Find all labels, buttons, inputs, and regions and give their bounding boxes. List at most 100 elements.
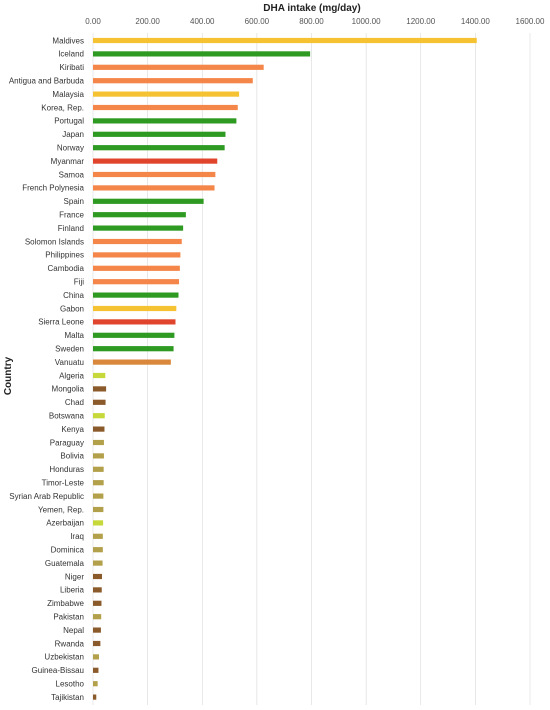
- bar-china: [93, 292, 179, 298]
- category-label: Sweden: [55, 345, 84, 354]
- bar-niger: [93, 573, 103, 580]
- bar-norway: [93, 145, 225, 151]
- bar-algeria: [93, 372, 106, 379]
- category-label: Kenya: [61, 425, 84, 434]
- x-axis-ticks: 0.00 200.00 400.00 600.00 800.00 1000.00 1200.…: [85, 17, 545, 26]
- category-label: Iceland: [58, 50, 84, 59]
- bar-kiribati: [93, 64, 264, 70]
- bar-sweden: [93, 346, 174, 352]
- category-label: Sierra Leone: [38, 318, 84, 327]
- bar-liberia: [93, 587, 102, 593]
- category-label: Norway: [57, 144, 84, 153]
- bars: [93, 37, 477, 700]
- bar-maldives: [93, 37, 477, 44]
- bar-guatemala: [93, 560, 103, 566]
- category-label: Syrian Arab Republic: [9, 492, 84, 501]
- bar-gabon: [93, 305, 177, 312]
- category-label: Antigua and Barbuda: [9, 77, 85, 86]
- bar-syrian-arab-republic: [93, 493, 104, 499]
- category-label: Lesotho: [56, 680, 85, 689]
- category-label: Iraq: [70, 532, 84, 541]
- x-tick-label: 600.00: [245, 17, 270, 26]
- category-label: Timor-Leste: [42, 479, 85, 488]
- bar-fiji: [93, 279, 180, 285]
- category-label: China: [63, 291, 84, 300]
- bar-myanmar: [93, 158, 218, 164]
- bar-tajikistan: [93, 694, 97, 700]
- category-label: Malta: [64, 331, 84, 340]
- bar-zimbabwe: [93, 600, 102, 606]
- x-tick-label: 400.00: [190, 17, 215, 26]
- category-label: Mongolia: [52, 385, 85, 394]
- category-label: Bolivia: [60, 452, 84, 461]
- bar-mongolia: [93, 386, 107, 392]
- category-label: France: [59, 211, 84, 220]
- bar-japan: [93, 131, 226, 137]
- bar-french-polynesia: [93, 185, 215, 191]
- category-label: Fiji: [74, 278, 84, 287]
- bar-azerbaijan: [93, 520, 104, 526]
- bar-antigua-and-barbuda: [93, 78, 253, 84]
- bar-uzbekistan: [93, 654, 100, 660]
- category-label: Spain: [64, 197, 84, 206]
- bar-finland: [93, 225, 184, 231]
- category-label: Maldives: [52, 36, 84, 45]
- bar-paraguay: [93, 439, 104, 446]
- category-label: Myanmar: [51, 157, 85, 166]
- bar-pakistan: [93, 614, 102, 620]
- bar-sierra-leone: [93, 319, 176, 325]
- bar-honduras: [93, 466, 104, 472]
- bar-nepal: [93, 627, 101, 633]
- category-label: Samoa: [59, 170, 85, 179]
- bar-solomon-islands: [93, 238, 182, 245]
- bar-samoa: [93, 171, 216, 178]
- x-tick-label: 1400.00: [461, 17, 490, 26]
- category-label: Philippines: [45, 251, 84, 260]
- category-label: Guinea-Bissau: [32, 666, 84, 675]
- category-label: Dominica: [51, 546, 85, 555]
- category-label: Rwanda: [55, 639, 85, 648]
- bar-iceland: [93, 51, 311, 57]
- category-label: Liberia: [60, 586, 85, 595]
- chart-title: DHA intake (mg/day): [263, 3, 360, 14]
- bar-philippines: [93, 252, 181, 258]
- category-label: Kiribati: [60, 63, 85, 72]
- category-label: Zimbabwe: [47, 599, 84, 608]
- x-tick-label: 1000.00: [352, 17, 381, 26]
- bar-rwanda: [93, 640, 101, 647]
- category-label: Finland: [58, 224, 84, 233]
- category-label: Botswana: [49, 412, 85, 421]
- bar-kenya: [93, 426, 105, 432]
- category-label: French Polynesia: [22, 184, 84, 193]
- category-label: Vanuatu: [55, 358, 84, 367]
- category-label: Azerbaijan: [46, 519, 84, 528]
- bar-botswana: [93, 413, 105, 419]
- bar-korea-rep: [93, 104, 238, 111]
- bar-chad: [93, 399, 106, 405]
- category-label: Solomon Islands: [25, 237, 84, 246]
- category-label: Chad: [65, 398, 84, 407]
- category-label: Algeria: [59, 371, 84, 380]
- category-labels: Maldives Iceland Kiribati Antigua and Barbu…: [9, 36, 85, 702]
- x-tick-label: 0.00: [85, 17, 101, 26]
- category-label: Niger: [65, 572, 84, 581]
- bar-france: [93, 212, 186, 218]
- category-label: Korea, Rep.: [41, 103, 84, 112]
- bar-malta: [93, 332, 175, 338]
- x-tick-label: 1600.00: [516, 17, 545, 26]
- bar-lesotho: [93, 681, 98, 687]
- category-label: Pakistan: [53, 613, 84, 622]
- category-label: Japan: [62, 130, 84, 139]
- bar-guinea-bissau: [93, 667, 99, 673]
- category-label: Nepal: [63, 626, 84, 635]
- bar-iraq: [93, 533, 103, 539]
- bar-malaysia: [93, 91, 240, 97]
- category-label: Cambodia: [48, 264, 85, 273]
- bar-cambodia: [93, 265, 180, 271]
- category-label: Yemen, Rep.: [38, 505, 84, 514]
- category-label: Portugal: [54, 117, 84, 126]
- category-label: Tajikistan: [51, 693, 84, 702]
- bar-bolivia: [93, 453, 104, 459]
- grid-lines: [92, 33, 531, 705]
